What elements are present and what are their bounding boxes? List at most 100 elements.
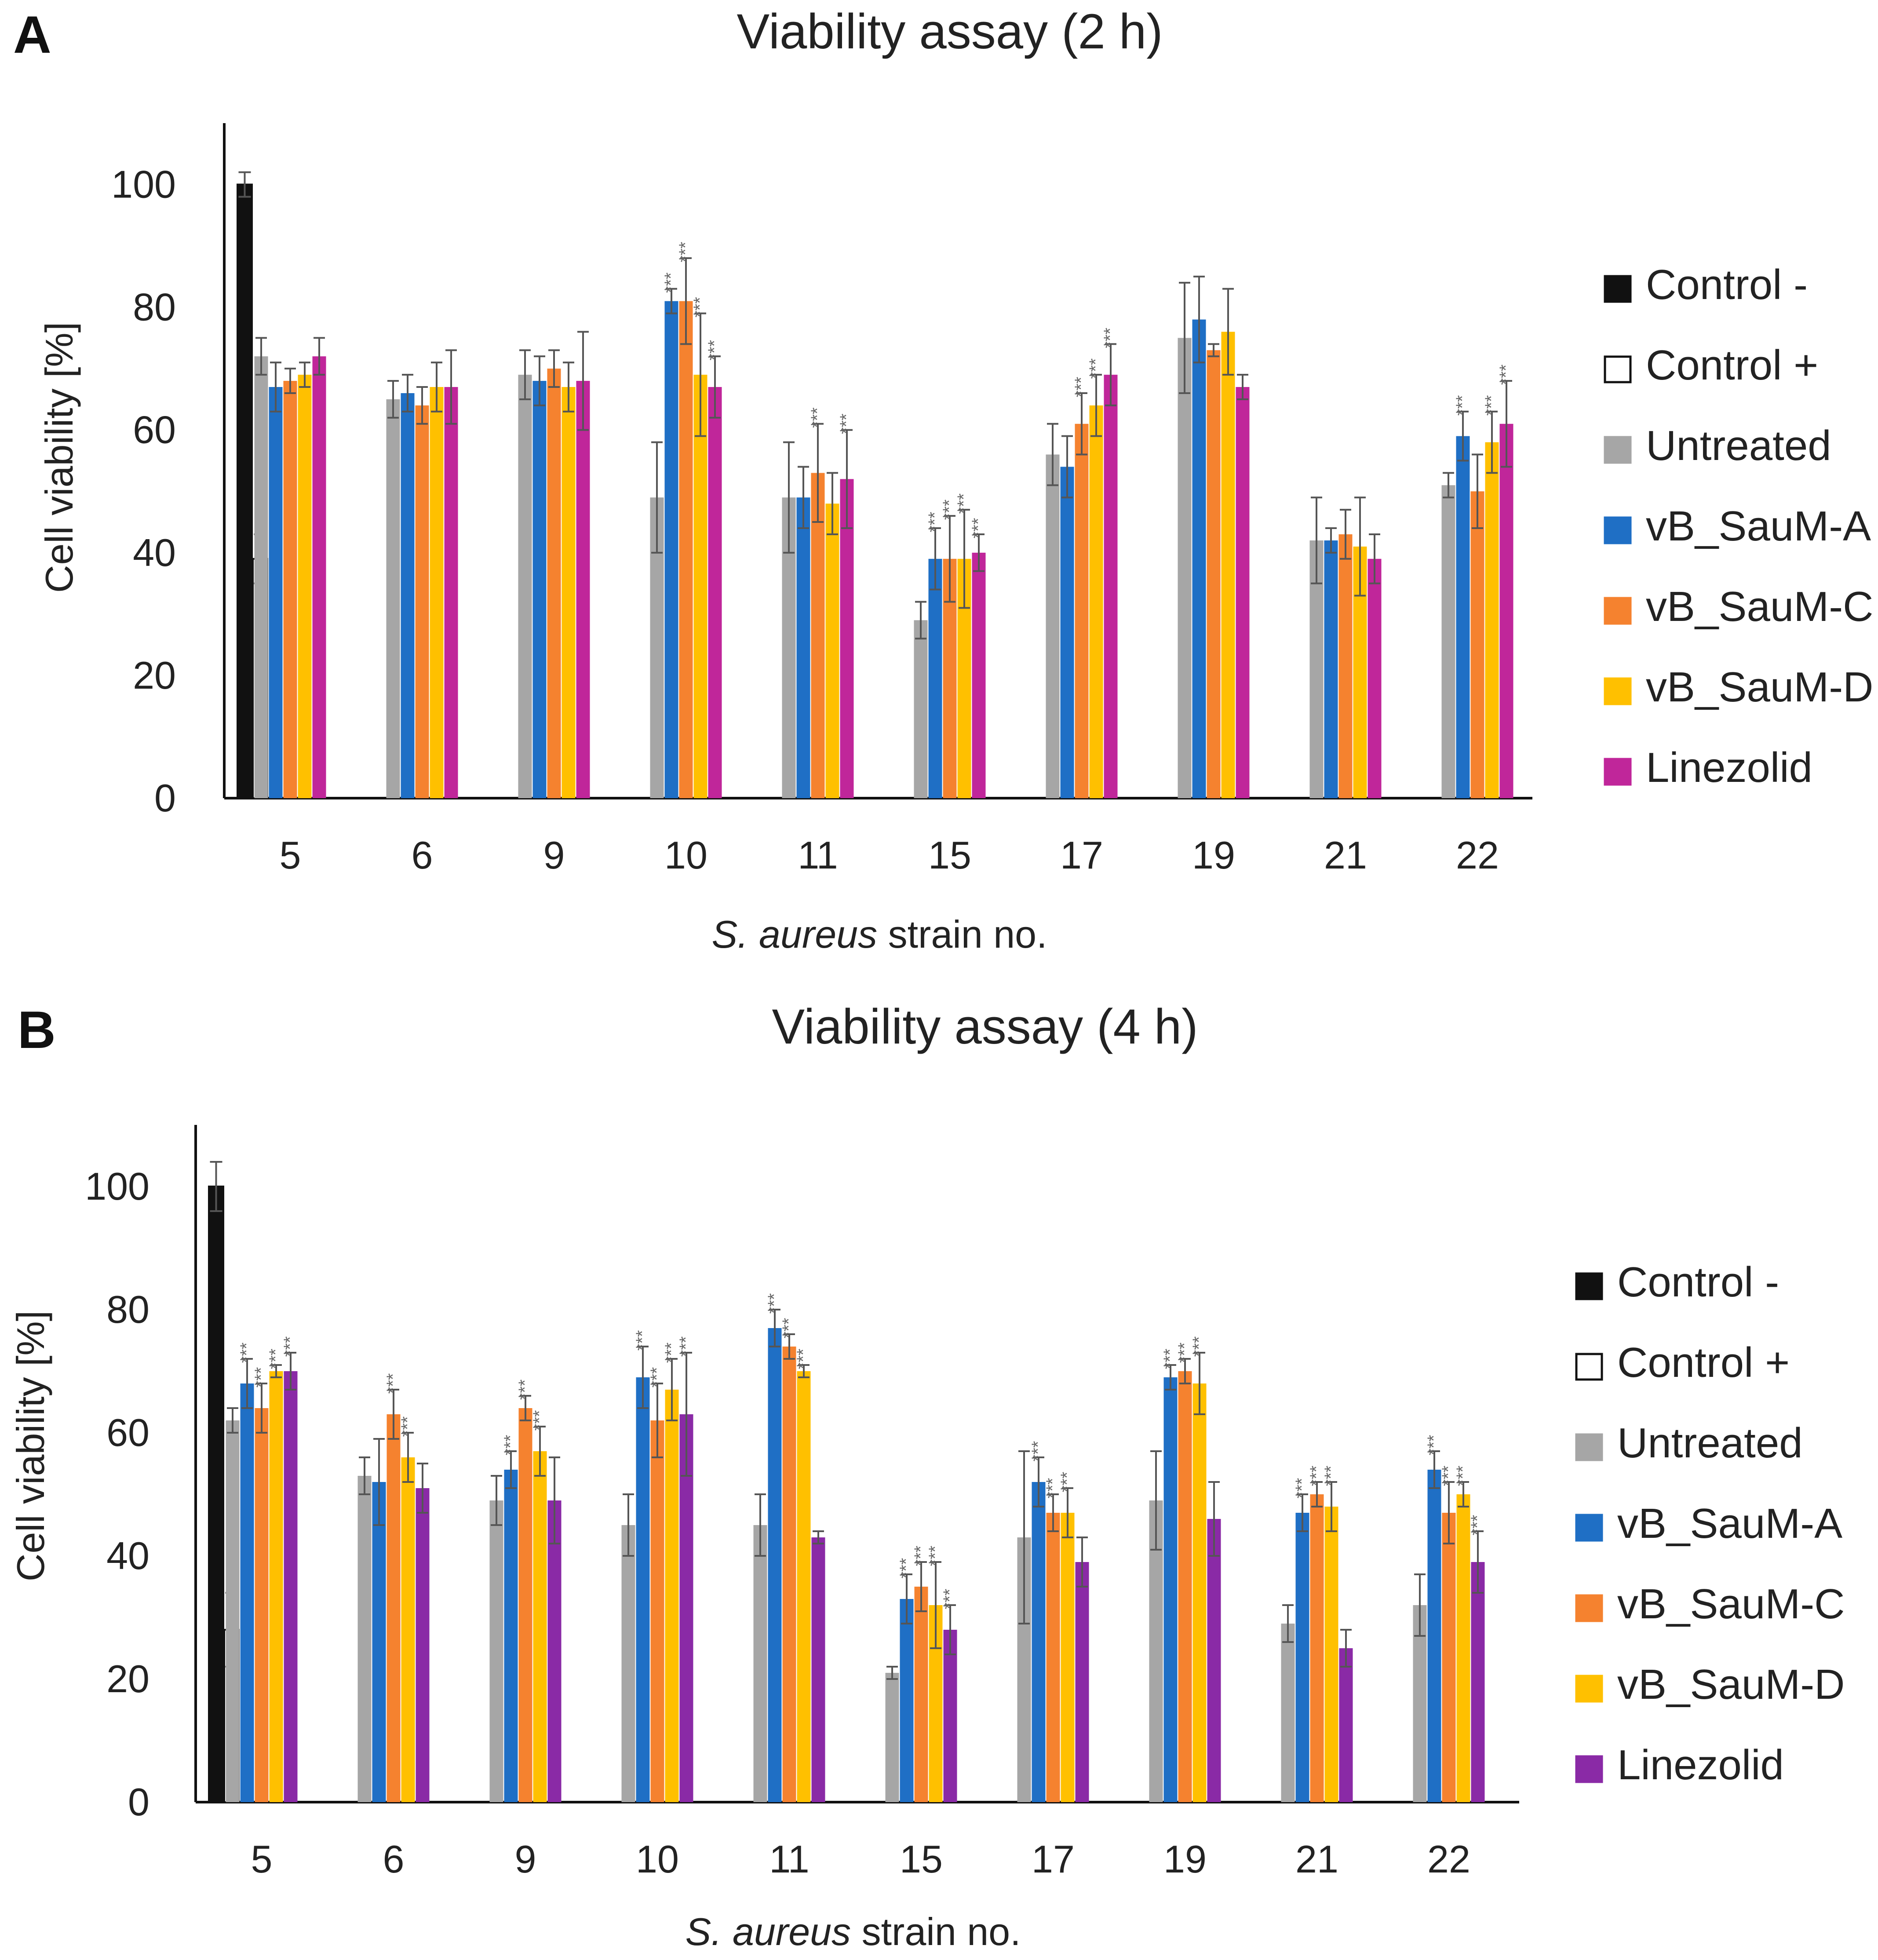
bar-vb-saum-d-strain-10	[665, 1390, 679, 1802]
legend-label: vB_SauM-A	[1646, 503, 1871, 550]
y-tick-label: 20	[106, 1657, 150, 1701]
legend-a: Control - Control + Untreated vB_SauM-A vB_S…	[1604, 261, 1874, 791]
significance-marker: ***	[1028, 1441, 1048, 1462]
bar-vb-saum-c-strain-22	[1442, 1513, 1456, 1802]
legend-b: Control - Control + Untreated vB_SauM-A vB_S…	[1575, 1259, 1845, 1788]
error-bar	[445, 349, 457, 425]
bar-linezolid-strain-21	[1339, 1648, 1353, 1802]
bar-untreated-strain-22	[1413, 1605, 1427, 1802]
legend-item: vB_SauM-C	[1575, 1580, 1845, 1628]
error-bar	[680, 257, 692, 345]
chart-title-b: Viability assay (4 h)	[772, 999, 1198, 1054]
error-bar	[416, 386, 428, 425]
error-bar	[1062, 1487, 1073, 1538]
bar-vb-saum-d-strain-17	[1089, 405, 1103, 798]
bar-linezolid-strain-15	[943, 1630, 957, 1802]
legend-swatch	[1604, 516, 1632, 544]
significance-marker: ***	[662, 1343, 681, 1363]
significance-marker: ***	[779, 1318, 799, 1339]
bar-untreated-strain-6	[357, 1476, 372, 1802]
bar-vb-saum-a-strain-17	[1060, 467, 1074, 798]
legend-swatch	[1575, 1514, 1603, 1542]
y-tick-label: 100	[85, 1164, 150, 1208]
bar-vb-saum-a-strain-19	[1163, 1377, 1178, 1802]
legend-item: vB_SauM-D	[1604, 664, 1874, 711]
bar-vb-saum-c-strain-6	[387, 1414, 401, 1802]
legend-item: vB_SauM-C	[1604, 583, 1874, 630]
error-bar	[1340, 1629, 1352, 1668]
bar-linezolid-strain-17	[1075, 1562, 1089, 1802]
error-bar	[314, 337, 325, 376]
bar-vb-saum-a-strain-9	[504, 1470, 518, 1802]
bar-vb-saum-a-strain-10	[664, 301, 678, 798]
bar-linezolid-strain-22	[1471, 1562, 1485, 1802]
error-bar	[285, 1352, 296, 1391]
bar-linezolid-strain-11	[840, 479, 854, 798]
x-tick-label-strain-21: 21	[1324, 833, 1367, 877]
legend-item: Control +	[1575, 1339, 1790, 1386]
significance-marker: ***	[676, 242, 695, 263]
bar-linezolid-strain-6	[416, 1488, 430, 1802]
bar-linezolid-strain-10	[679, 1414, 693, 1802]
error-bar	[238, 171, 251, 198]
error-bar	[812, 423, 824, 523]
bar-vb-saum-d-strain-19	[1192, 1383, 1207, 1802]
y-tick-label: 20	[133, 653, 176, 697]
panel-label-a: A	[13, 5, 51, 64]
error-bar	[623, 1493, 634, 1557]
bar-vb-saum-d-strain-6	[401, 1457, 415, 1802]
bar-untreated-strain-6	[386, 399, 400, 798]
legend-swatch	[1575, 1272, 1603, 1300]
error-bar	[548, 349, 560, 388]
error-bar	[210, 1161, 222, 1212]
error-bar	[1443, 472, 1454, 499]
error-bar	[959, 509, 970, 609]
error-bar	[1458, 1481, 1469, 1507]
x-tick-label-strain-11: 11	[798, 833, 838, 877]
legend-label: vB_SauM-C	[1617, 1580, 1845, 1628]
legend-label: Untreated	[1646, 422, 1831, 469]
x-tick-label-strain-10: 10	[636, 1837, 679, 1881]
error-bar	[1501, 380, 1512, 468]
x-tick-label-strain-10: 10	[664, 833, 707, 877]
error-bar	[1090, 374, 1102, 437]
error-bar	[973, 533, 985, 572]
bar-vb-saum-a-strain-11	[796, 497, 810, 798]
bar-vb-saum-a-strain-22	[1427, 1470, 1441, 1802]
bar-linezolid-strain-11	[811, 1537, 825, 1802]
bar-vb-saum-d-strain-17	[1061, 1513, 1075, 1802]
bar-vb-saum-a-strain-5	[240, 1383, 254, 1802]
error-bar	[944, 515, 955, 603]
legend-label: Control -	[1617, 1259, 1779, 1306]
legend-label: vB_SauM-C	[1646, 583, 1874, 630]
bar-untreated-strain-19	[1149, 1500, 1163, 1802]
bar-untreated-strain-10	[621, 1525, 635, 1802]
significance-marker: ***	[281, 1336, 300, 1357]
significance-marker: ***	[1189, 1336, 1209, 1357]
error-bar	[1194, 1352, 1205, 1415]
significance-marker: ***	[1101, 328, 1120, 348]
error-bar	[1472, 1530, 1484, 1594]
legend-swatch	[1575, 1675, 1603, 1703]
significance-marker: ***	[266, 1349, 285, 1369]
error-bar	[1282, 1604, 1294, 1643]
significance-marker: ***	[1307, 1466, 1326, 1486]
error-bar	[534, 1426, 546, 1477]
significance-marker: ***	[252, 1367, 271, 1388]
bar-untreated-strain-15	[914, 620, 928, 798]
chart-panel-b: B Viability assay (4 h) 0 20 40 60 80 100 *** *…	[0, 980, 1878, 1960]
bar-vb-saum-c-strain-22	[1470, 491, 1484, 798]
bar-vb-saum-c-strain-5	[255, 1408, 269, 1802]
error-bar	[388, 1389, 399, 1440]
chart-panel-a: A Viability assay (2 h) 0 20 40 60 80 100 5 6 9 *…	[13, 4, 1874, 956]
significance-marker: ***	[1072, 377, 1091, 398]
significance-marker: ***	[1175, 1343, 1194, 1363]
significance-marker: ***	[837, 413, 856, 434]
bar-linezolid-strain-9	[576, 381, 590, 798]
legend-swatch	[1604, 758, 1632, 786]
error-bar	[901, 1573, 912, 1624]
significance-marker: ***	[925, 512, 944, 533]
legend-label: vB_SauM-D	[1617, 1661, 1845, 1708]
x-tick-label-strain-6: 6	[383, 1837, 405, 1881]
